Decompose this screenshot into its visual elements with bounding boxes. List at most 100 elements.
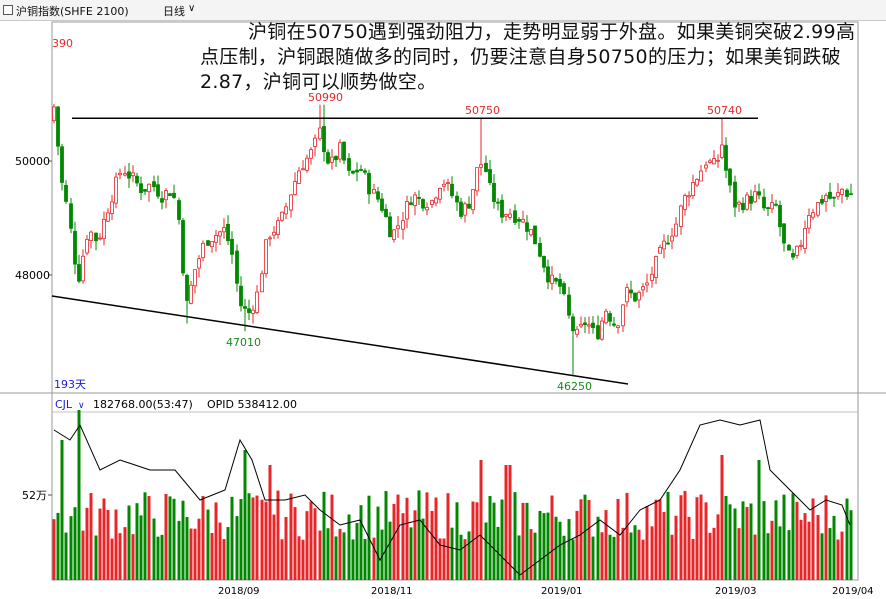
candle-down: [226, 223, 230, 242]
candle-down: [56, 106, 60, 147]
volume-bar: [708, 532, 712, 580]
volume-bar: [77, 410, 81, 580]
candle-up: [600, 320, 604, 340]
candle-up: [471, 189, 475, 211]
volume-bar: [359, 505, 363, 580]
volume-bar: [131, 534, 135, 580]
volume-bar: [384, 491, 388, 580]
candle-up: [662, 240, 666, 250]
candle-up: [479, 164, 483, 168]
candle-down: [363, 170, 367, 173]
volume-bar: [583, 494, 587, 580]
candle-down: [496, 201, 500, 204]
window-box-icon[interactable]: [3, 5, 13, 15]
volume-bar: [542, 513, 546, 580]
candle-down: [139, 183, 143, 193]
volume-bar: [210, 533, 214, 580]
candle-down: [172, 192, 176, 198]
volume-bar: [222, 539, 226, 580]
candle-down: [143, 189, 147, 192]
candle-up: [803, 227, 807, 249]
volume-bar: [52, 519, 56, 580]
volume-bar: [405, 497, 409, 580]
candle-up: [650, 273, 654, 281]
candle-up: [313, 137, 317, 147]
candle-down: [177, 200, 181, 220]
candle-down: [127, 171, 131, 179]
candle-up: [475, 167, 479, 192]
volume-bar: [156, 536, 160, 580]
candle-up: [284, 206, 288, 215]
volume-bar: [255, 495, 259, 580]
candle-down: [517, 219, 521, 222]
candle-down: [334, 156, 338, 161]
volume-bar: [737, 528, 741, 580]
volume-bar: [600, 532, 604, 580]
volume-bar: [538, 510, 542, 580]
candle-up: [102, 218, 106, 240]
volume-bar: [330, 494, 334, 580]
candle-up: [699, 170, 703, 182]
candle-up: [811, 212, 815, 218]
volume-bar: [297, 536, 301, 580]
volume-bar: [720, 455, 724, 580]
volume-bar: [355, 522, 359, 580]
candle-down: [484, 162, 488, 172]
candle-up: [214, 235, 218, 243]
candle-down: [787, 244, 791, 251]
volume-bar: [604, 510, 608, 580]
candle-down: [417, 197, 421, 199]
volume-bar: [645, 506, 649, 580]
candle-up: [52, 106, 56, 122]
volume-bar: [625, 492, 629, 580]
candle-up: [251, 309, 255, 314]
candle-up: [318, 127, 322, 140]
chevron-down-icon[interactable]: ∨: [188, 3, 196, 14]
candle-down: [832, 196, 836, 199]
volume-bar: [118, 533, 122, 580]
candle-up: [255, 291, 259, 313]
volume-bar: [508, 465, 512, 580]
volume-bar: [264, 501, 268, 580]
candle-up: [401, 220, 405, 230]
volume-bar: [787, 530, 791, 580]
volume-bar: [81, 530, 85, 580]
candle-up: [807, 215, 811, 229]
symbol-label[interactable]: 沪铜指数(SHFE 2100): [16, 5, 129, 18]
volume-bar: [816, 514, 820, 580]
volume-bar: [467, 531, 471, 580]
price-annotation-50750: 50750: [465, 104, 500, 117]
candle-up: [110, 201, 114, 214]
volume-bar: [135, 503, 139, 580]
candle-down: [459, 201, 463, 217]
candle-down: [322, 126, 326, 153]
volume-bar: [94, 535, 98, 580]
volume-bar: [683, 490, 687, 580]
candle-up: [268, 237, 272, 240]
candle-up: [260, 273, 264, 293]
volume-bar: [463, 539, 467, 580]
volume-bar: [716, 514, 720, 580]
plot-frame: [51, 21, 859, 581]
candle-up: [658, 247, 662, 254]
volume-bar: [479, 460, 483, 580]
volume-bar: [272, 514, 276, 580]
volume-bar: [322, 491, 326, 580]
candle-down: [608, 313, 612, 322]
volume-bar: [338, 528, 342, 580]
candle-down: [571, 316, 575, 332]
period-selector[interactable]: 日线: [163, 5, 185, 18]
volume-bar: [757, 460, 761, 580]
support-trendline: [51, 295, 629, 385]
volume-bar: [712, 527, 716, 580]
volume-bar: [127, 505, 131, 580]
candle-up: [616, 325, 620, 328]
open-interest-line: [53, 419, 851, 576]
candle-up: [712, 158, 716, 165]
volume-bar: [396, 494, 400, 580]
candle-down: [347, 158, 351, 171]
volume-bar: [562, 535, 566, 580]
volume-bar: [230, 496, 234, 580]
volume-bar: [450, 527, 454, 580]
candle-down: [247, 308, 251, 313]
